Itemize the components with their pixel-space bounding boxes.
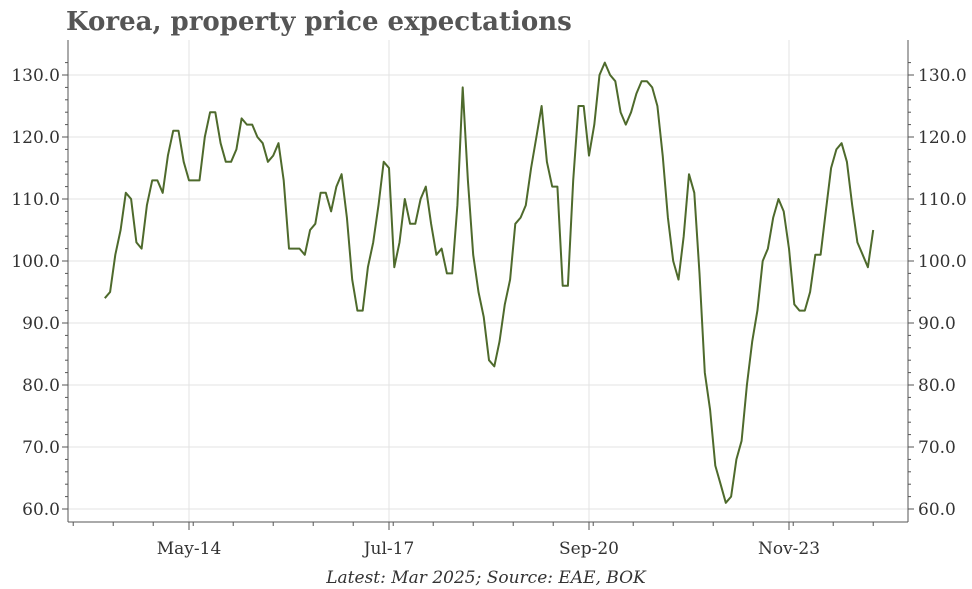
- x-tick-label: May-14: [157, 539, 222, 559]
- y-tick-label-right: 70.0: [918, 438, 956, 458]
- y-tick-label-left: 90.0: [22, 314, 60, 334]
- source-note: Latest: Mar 2025; Source: EAE, BOK: [325, 568, 647, 588]
- axes: [62, 40, 914, 530]
- y-tick-label-left: 100.0: [11, 252, 60, 272]
- y-tick-label-right: 90.0: [918, 314, 956, 334]
- y-tick-label-right: 130.0: [918, 66, 967, 86]
- y-tick-label-left: 130.0: [11, 66, 60, 86]
- y-tick-label-left: 60.0: [22, 500, 60, 520]
- chart: Korea, property price expectations 60.0 7…: [0, 0, 972, 589]
- x-tick-label: Nov-23: [758, 539, 820, 559]
- series-line: [105, 63, 873, 503]
- y-tick-label-right: 120.0: [918, 128, 967, 148]
- y-tick-label-left: 70.0: [22, 438, 60, 458]
- y-tick-label-left: 120.0: [11, 128, 60, 148]
- plot-area: [105, 63, 873, 503]
- y-axis-right-labels: 60.0 70.0 80.0 90.0 100.0 110.0 120.0 130.0: [918, 66, 967, 520]
- x-tick-label: Jul-17: [362, 539, 415, 559]
- x-axis-labels: May-14 Jul-17 Sep-20 Nov-23: [157, 539, 820, 559]
- gridlines: [68, 40, 908, 522]
- y-tick-label-right: 80.0: [918, 376, 956, 396]
- x-tick-label: Sep-20: [559, 539, 619, 559]
- y-tick-label-left: 80.0: [22, 376, 60, 396]
- chart-title: Korea, property price expectations: [66, 7, 572, 37]
- y-axis-left-labels: 60.0 70.0 80.0 90.0 100.0 110.0 120.0 130.0: [11, 66, 60, 520]
- y-tick-label-left: 110.0: [11, 190, 60, 210]
- y-tick-label-right: 110.0: [918, 190, 967, 210]
- y-tick-label-right: 100.0: [918, 252, 967, 272]
- y-tick-label-right: 60.0: [918, 500, 956, 520]
